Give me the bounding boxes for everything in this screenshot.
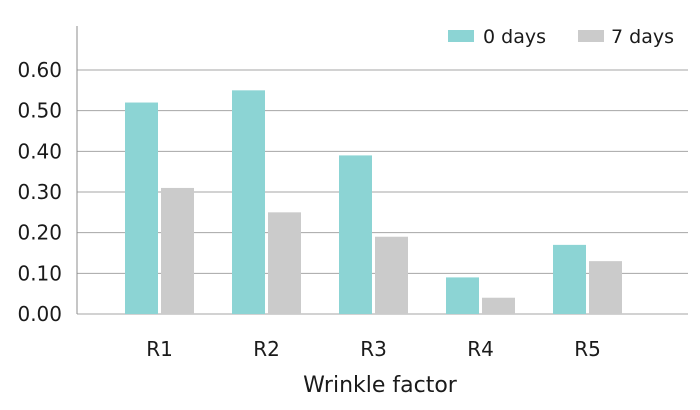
bar-r5-0-days: [553, 244, 586, 314]
bar-r5-7-days: [589, 261, 622, 314]
legend-label: 0 days: [483, 26, 546, 48]
x-tick-label: R5: [574, 337, 601, 361]
bar-r3-0-days: [339, 155, 372, 314]
bar-r2-0-days: [232, 90, 265, 314]
legend-label: 7 days: [611, 26, 674, 48]
x-tick-label: R1: [146, 337, 173, 361]
y-tick-label: 0.20: [17, 221, 62, 245]
bars: [125, 90, 622, 315]
bar-r1-0-days: [125, 102, 158, 315]
bar-r1-7-days: [161, 187, 194, 314]
y-tick-label: 0.00: [17, 302, 62, 326]
legend: 0 days 7 days: [448, 26, 674, 48]
y-tick-label: 0.40: [17, 139, 62, 163]
x-tick-labels: R1 R2 R3 R4 R5: [146, 337, 601, 361]
x-tick-label: R4: [467, 337, 494, 361]
x-axis-title: Wrinkle factor: [303, 373, 458, 398]
x-tick-label: R2: [253, 337, 280, 361]
bar-r4-7-days: [482, 297, 515, 314]
y-tick-label: 0.10: [17, 261, 62, 285]
y-tick-labels: 0.00 0.10 0.20 0.30 0.40 0.50 0.60: [17, 58, 62, 326]
y-tick-label: 0.60: [17, 58, 62, 82]
bar-r3-7-days: [375, 236, 408, 314]
y-tick-label: 0.50: [17, 99, 62, 123]
x-tick-label: R3: [360, 337, 387, 361]
bar-r2-7-days: [268, 212, 301, 314]
bar-r4-0-days: [446, 277, 479, 314]
legend-swatch: [578, 30, 604, 42]
legend-swatch: [448, 30, 474, 42]
y-tick-label: 0.30: [17, 180, 62, 204]
